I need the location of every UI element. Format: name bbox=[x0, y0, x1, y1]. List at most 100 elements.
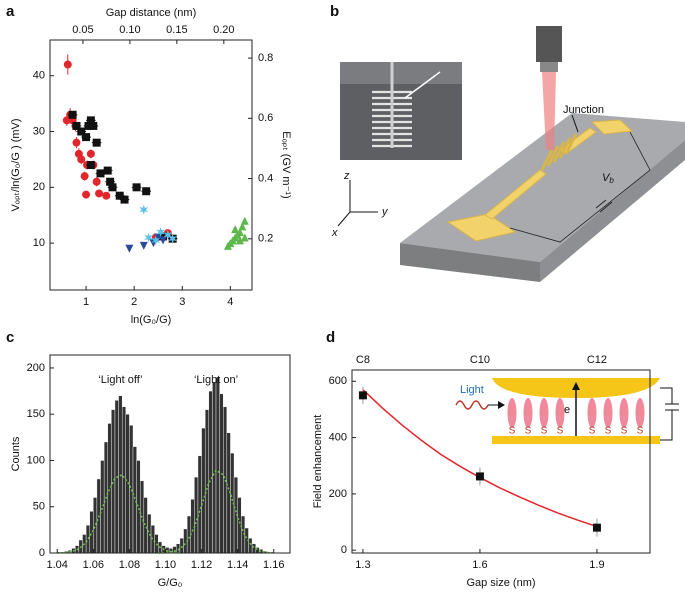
y2-tick-label: 0.4 bbox=[258, 172, 273, 184]
y-tick-label: 600 bbox=[329, 375, 347, 387]
axis-y: y bbox=[381, 206, 389, 218]
x-tick-label: 1 bbox=[83, 296, 89, 308]
x2-tick-label: 0.15 bbox=[166, 24, 187, 36]
sulfur-label: S bbox=[605, 426, 612, 437]
plot-frame bbox=[49, 354, 291, 554]
y-tick-label: 100 bbox=[27, 454, 45, 466]
sem-arrow bbox=[404, 71, 441, 99]
histogram-bar bbox=[136, 460, 141, 554]
y-tick-label: 150 bbox=[27, 408, 45, 420]
junction-label: Junction bbox=[563, 104, 604, 116]
histogram-bar bbox=[197, 455, 202, 554]
y2-tick-label: 0.6 bbox=[258, 112, 273, 124]
point bbox=[108, 183, 117, 192]
y-tick-label: 0 bbox=[39, 547, 45, 559]
y-axis-label: Field enhancement bbox=[312, 415, 324, 509]
point bbox=[159, 236, 168, 245]
point bbox=[72, 121, 81, 130]
sem-top bbox=[340, 62, 462, 84]
axis-z: z bbox=[343, 170, 350, 182]
histogram-bar bbox=[208, 390, 213, 554]
bias-main: V bbox=[602, 172, 611, 184]
point bbox=[358, 391, 367, 400]
point bbox=[144, 232, 153, 243]
x-tick-label: 1.14 bbox=[227, 559, 248, 571]
pad bbox=[590, 119, 634, 135]
top-label: C10 bbox=[470, 354, 490, 366]
point bbox=[77, 155, 86, 164]
panel-label: c bbox=[6, 329, 14, 346]
histogram-bar bbox=[223, 406, 228, 554]
pad bbox=[446, 213, 517, 242]
histogram-bar bbox=[111, 409, 116, 554]
point bbox=[120, 195, 129, 204]
axis-x: x bbox=[331, 227, 338, 239]
fit-curve bbox=[57, 473, 180, 554]
histogram-bar bbox=[118, 395, 123, 554]
point bbox=[235, 227, 244, 236]
point bbox=[102, 191, 111, 200]
histogram-bar bbox=[190, 499, 195, 554]
point bbox=[163, 229, 173, 240]
top-label: C8 bbox=[356, 354, 370, 366]
point bbox=[139, 204, 149, 215]
x2-axis-label: Gap distance (nm) bbox=[106, 7, 196, 19]
electrode bbox=[484, 169, 547, 220]
point bbox=[132, 183, 141, 192]
point bbox=[96, 169, 105, 178]
y-tick-label: 10 bbox=[33, 237, 45, 249]
point bbox=[89, 121, 98, 130]
arrow-head bbox=[572, 382, 580, 390]
point bbox=[475, 472, 484, 481]
point bbox=[92, 177, 101, 186]
panel-d-inset: Light e bbox=[455, 378, 679, 444]
coordinate-axes bbox=[337, 180, 378, 227]
x-tick-label: 1.6 bbox=[472, 559, 487, 571]
point bbox=[142, 187, 151, 196]
circuit bbox=[509, 131, 651, 243]
point bbox=[151, 235, 161, 246]
y-axis-label: Vₒₚₜ/ln(G₀/G ) (mV) bbox=[10, 118, 22, 211]
sulfur-label: S bbox=[525, 426, 532, 437]
point bbox=[63, 60, 72, 69]
objective bbox=[540, 62, 558, 72]
chip-side bbox=[540, 140, 685, 282]
x-tick-label: 1.9 bbox=[589, 559, 604, 571]
x2-tick-label: 0.05 bbox=[72, 24, 93, 36]
histogram-bar bbox=[212, 381, 217, 554]
histogram-bar bbox=[194, 476, 199, 554]
sulfur-label: S bbox=[621, 426, 628, 437]
y-tick-label: 30 bbox=[33, 125, 45, 137]
top-label: C12 bbox=[587, 354, 607, 366]
histogram-bar bbox=[251, 543, 256, 554]
point bbox=[95, 189, 104, 198]
point bbox=[168, 233, 177, 244]
capacitor bbox=[660, 387, 679, 441]
objective bbox=[536, 26, 562, 62]
point bbox=[235, 236, 244, 245]
light-wave bbox=[455, 400, 489, 410]
point bbox=[125, 244, 134, 253]
histogram-bar bbox=[176, 543, 181, 554]
sem-comb bbox=[372, 62, 412, 148]
histogram-bar bbox=[100, 460, 105, 554]
sulfur-label: S bbox=[509, 426, 516, 437]
point bbox=[92, 138, 101, 147]
plot-frame bbox=[49, 39, 253, 291]
histogram-bar bbox=[107, 423, 112, 554]
panel-b: b Junction Vb z bbox=[330, 3, 685, 282]
bias-label: Vb bbox=[602, 172, 614, 185]
point bbox=[139, 241, 148, 250]
x-tick-label: 4 bbox=[227, 296, 233, 308]
bias-sub: b bbox=[609, 176, 614, 185]
x-tick-label: 1.10 bbox=[155, 559, 176, 571]
point bbox=[592, 523, 601, 532]
battery bbox=[595, 199, 607, 209]
point bbox=[68, 110, 77, 119]
histogram-bar bbox=[132, 446, 137, 554]
histogram-bar bbox=[183, 528, 188, 554]
sulfur-label: S bbox=[589, 426, 596, 437]
x-tick-label: 1.08 bbox=[119, 559, 140, 571]
point bbox=[238, 222, 247, 231]
x-tick-label: 1.3 bbox=[355, 559, 370, 571]
